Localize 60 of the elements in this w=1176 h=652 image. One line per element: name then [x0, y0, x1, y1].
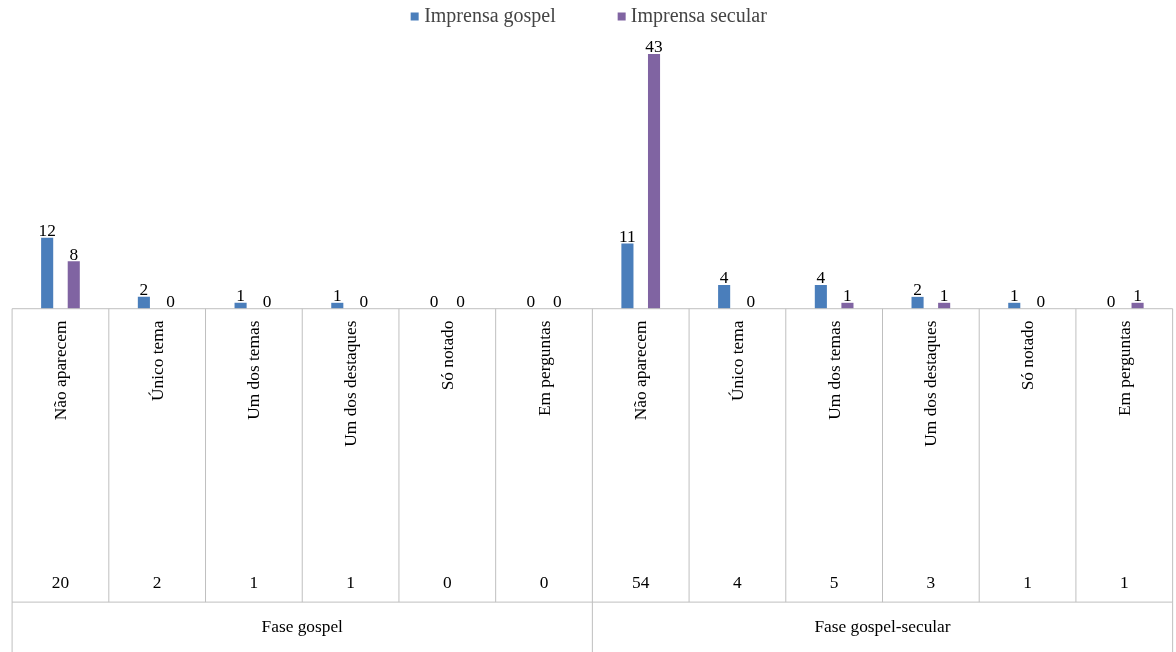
- legend-label: Imprensa secular: [630, 4, 767, 27]
- x-tick-label: Único tema: [147, 320, 167, 401]
- bar: [137, 296, 150, 309]
- bar: [647, 53, 661, 309]
- bar: [814, 285, 827, 309]
- text: 20: [51, 573, 70, 593]
- data-label: 1: [1009, 286, 1019, 306]
- data-label: 1: [236, 286, 245, 306]
- data-label: 1: [332, 286, 342, 306]
- bar: [718, 285, 731, 309]
- text: 2: [152, 573, 162, 593]
- data-label: 0: [1036, 291, 1046, 311]
- bar: [67, 261, 80, 309]
- data-label: 11: [619, 226, 636, 246]
- bar: [41, 237, 54, 309]
- data-label: 0: [746, 291, 756, 311]
- x-tick-label: Só notado: [1018, 320, 1038, 391]
- x-tick-label: Um dos temas: [824, 320, 844, 420]
- data-label: 1: [1133, 286, 1142, 306]
- text: Fase gospel: [261, 616, 344, 636]
- x-tick-label: Só notado: [437, 320, 457, 391]
- data-label: 2: [913, 280, 922, 300]
- x-tick-label: Não aparecem: [631, 320, 651, 421]
- x-tick-label: Único tema: [727, 320, 747, 401]
- data-label: 0: [552, 291, 562, 311]
- legend-label: Imprensa gospel: [424, 4, 556, 27]
- text: 1: [1119, 573, 1129, 593]
- x-tick-label: Um dos temas: [244, 320, 264, 420]
- x-tick-label: Um dos destaques: [921, 320, 941, 447]
- text: 54: [632, 573, 650, 593]
- text: 1: [346, 573, 355, 593]
- data-label: 1: [843, 286, 852, 306]
- data-label: 12: [38, 220, 56, 240]
- data-label: 4: [719, 268, 729, 288]
- text: 5: [829, 573, 839, 593]
- data-label: 2: [139, 280, 149, 300]
- data-label: 1: [939, 286, 949, 306]
- data-label: 43: [645, 37, 663, 57]
- data-label: 8: [69, 244, 79, 264]
- data-label: 0: [359, 291, 369, 311]
- x-tick-label: Em perguntas: [1114, 320, 1134, 417]
- data-label: 0: [166, 291, 175, 311]
- x-tick-label: Em perguntas: [534, 320, 554, 417]
- text: 0: [539, 573, 549, 593]
- text: 1: [1023, 573, 1032, 593]
- data-label: 4: [816, 268, 826, 288]
- text: 3: [926, 573, 936, 593]
- x-tick-label: Um dos destaques: [341, 320, 361, 447]
- text: Fase gospel-secular: [814, 616, 951, 636]
- bar: [621, 243, 634, 309]
- text: 4: [733, 573, 743, 593]
- x-tick-label: Não aparecem: [50, 320, 70, 421]
- data-label: 0: [526, 291, 536, 311]
- data-label: 0: [456, 291, 465, 311]
- bar: [911, 296, 924, 309]
- text: 0: [442, 573, 452, 593]
- data-label: 0: [429, 291, 439, 311]
- data-label: 0: [1106, 291, 1116, 311]
- data-label: 0: [262, 291, 272, 311]
- text: 1: [249, 573, 259, 593]
